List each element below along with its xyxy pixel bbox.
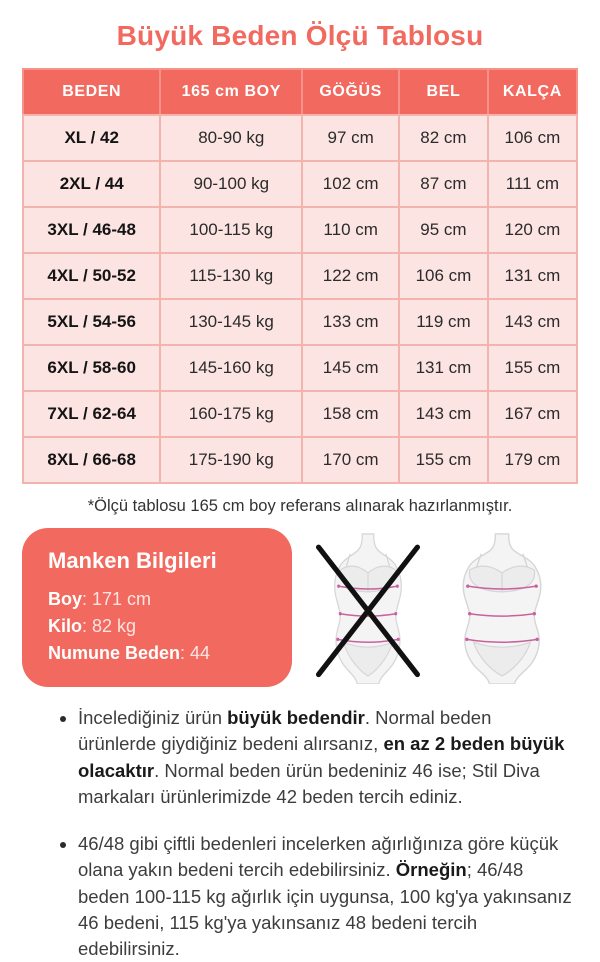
table-row: 2XL / 44 90-100 kg 102 cm 87 cm 111 cm xyxy=(21,160,579,208)
measure-cell: 145-160 kg xyxy=(159,344,304,392)
measure-cell: 102 cm xyxy=(301,160,401,208)
measure-cell: 111 cm xyxy=(486,160,579,208)
measure-cell: 120 cm xyxy=(486,206,579,254)
size-table-body: XL / 42 80-90 kg 97 cm 82 cm 106 cm 2XL / 44 9… xyxy=(21,114,579,484)
model-info-title: Manken Bilgileri xyxy=(48,548,217,573)
column-header: BEL xyxy=(398,68,489,116)
size-cell: 8XL / 66-68 xyxy=(21,436,162,484)
cross-x-icon xyxy=(315,544,420,678)
measure-cell: 155 cm xyxy=(486,344,579,392)
measure-cell: 95 cm xyxy=(398,206,489,254)
table-row: 3XL / 46-48 100-115 kg 110 cm 95 cm 120 cm xyxy=(21,206,579,254)
measure-cell: 82 cm xyxy=(398,114,489,162)
model-info-line: Boy: 171 cm xyxy=(48,589,152,609)
measure-cell: 155 cm xyxy=(398,436,489,484)
table-row: 4XL / 50-52 115-130 kg 122 cm 106 cm 131 cm xyxy=(21,252,579,300)
size-cell: 2XL / 44 xyxy=(21,160,162,208)
size-table-header-row: BEDEN 165 cm BOY GÖĞÜS BEL KALÇA xyxy=(21,68,579,116)
measure-cell: 97 cm xyxy=(301,114,401,162)
measure-cell: 106 cm xyxy=(398,252,489,300)
table-row: 6XL / 58-60 145-160 kg 145 cm 131 cm 155 cm xyxy=(21,344,579,392)
model-info-line: Numune Beden: 44 xyxy=(48,643,211,663)
measure-cell: 90-100 kg xyxy=(159,160,304,208)
measure-cell: 167 cm xyxy=(486,390,579,438)
column-header: GÖĞÜS xyxy=(301,68,401,116)
measure-cell: 130-145 kg xyxy=(159,298,304,346)
measure-cell: 119 cm xyxy=(398,298,489,346)
measure-cell: 110 cm xyxy=(301,206,401,254)
measure-cell: 131 cm xyxy=(486,252,579,300)
figure-illustrations xyxy=(292,528,578,684)
size-table: BEDEN 165 cm BOY GÖĞÜS BEL KALÇA XL / 42 80-9… xyxy=(21,68,579,484)
notes-list: İncelediğiniz ürün büyük bedendir. Norma… xyxy=(22,705,578,962)
measure-cell: 145 cm xyxy=(301,344,401,392)
table-row: 7XL / 62-64 160-175 kg 158 cm 143 cm 167 cm xyxy=(21,390,579,438)
measure-cell: 131 cm xyxy=(398,344,489,392)
table-row: 8XL / 66-68 175-190 kg 170 cm 155 cm 179 cm xyxy=(21,436,579,484)
note-item: 46/48 gibi çiftli bedenleri incelerken a… xyxy=(78,831,574,962)
measure-cell: 80-90 kg xyxy=(159,114,304,162)
note-item: İncelediğiniz ürün büyük bedendir. Norma… xyxy=(78,705,574,810)
measure-cell: 175-190 kg xyxy=(159,436,304,484)
measure-cell: 87 cm xyxy=(398,160,489,208)
column-header: BEDEN xyxy=(21,68,162,116)
size-cell: XL / 42 xyxy=(21,114,162,162)
table-row: XL / 42 80-90 kg 97 cm 82 cm 106 cm xyxy=(21,114,579,162)
size-cell: 7XL / 62-64 xyxy=(21,390,162,438)
model-info-lines: Boy: 171 cm Kilo: 82 kg Numune Beden: 44 xyxy=(48,586,266,667)
model-info-card: Manken Bilgileri Boy: 171 cm Kilo: 82 kg N… xyxy=(22,528,292,687)
page-title: Büyük Beden Ölçü Tablosu xyxy=(116,20,484,51)
measure-cell: 143 cm xyxy=(398,390,489,438)
size-cell: 5XL / 54-56 xyxy=(21,298,162,346)
plus-size-figure-measurements-icon xyxy=(443,532,561,684)
measure-cell: 115-130 kg xyxy=(159,252,304,300)
table-footnote: *Ölçü tablosu 165 cm boy referans alınar… xyxy=(87,497,513,515)
measure-cell: 106 cm xyxy=(486,114,579,162)
measure-cell: 179 cm xyxy=(486,436,579,484)
size-cell: 6XL / 58-60 xyxy=(21,344,162,392)
model-info-line: Kilo: 82 kg xyxy=(48,616,137,636)
measure-cell: 133 cm xyxy=(301,298,401,346)
size-chart-page: Büyük Beden Ölçü Tablosu BEDEN 165 cm BOY… xyxy=(0,0,600,900)
measure-cell: 158 cm xyxy=(301,390,401,438)
size-cell: 3XL / 46-48 xyxy=(21,206,162,254)
measure-cell: 170 cm xyxy=(301,436,401,484)
size-cell: 4XL / 50-52 xyxy=(21,252,162,300)
measure-cell: 100-115 kg xyxy=(159,206,304,254)
column-header: 165 cm BOY xyxy=(159,68,304,116)
table-row: 5XL / 54-56 130-145 kg 133 cm 119 cm 143 cm xyxy=(21,298,579,346)
model-info-section: Manken Bilgileri Boy: 171 cm Kilo: 82 kg N… xyxy=(22,528,578,687)
column-header: KALÇA xyxy=(486,68,579,116)
measure-cell: 143 cm xyxy=(486,298,579,346)
measure-cell: 122 cm xyxy=(301,252,401,300)
crossed-out-slim-figure-icon xyxy=(309,532,427,684)
measure-cell: 160-175 kg xyxy=(159,390,304,438)
